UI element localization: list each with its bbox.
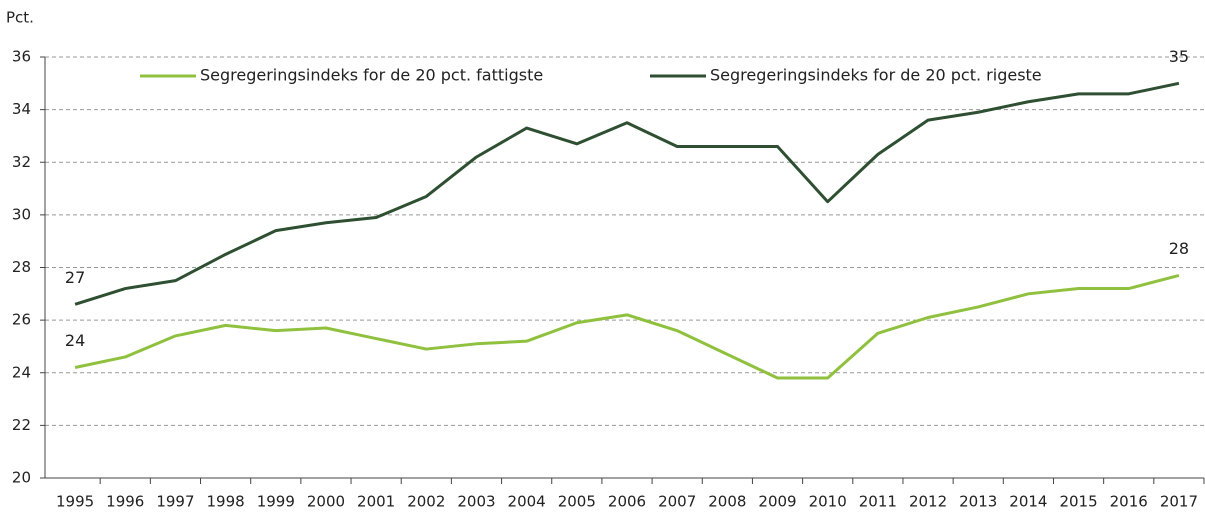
legend-label: Segregeringsindeks for de 20 pct. fattig…: [200, 66, 543, 85]
x-tick-label: 2001: [357, 493, 395, 511]
x-tick-label: 2009: [758, 493, 796, 511]
data-label: 35: [1169, 47, 1189, 66]
x-tick-label: 2016: [1110, 493, 1148, 511]
x-tick-label: 2015: [1059, 493, 1097, 511]
x-tick-label: 2012: [909, 493, 947, 511]
x-tick-label: 2008: [708, 493, 746, 511]
y-tick-label: 32: [12, 153, 31, 171]
x-tick-label: 1995: [56, 493, 94, 511]
x-tick-label: 2010: [809, 493, 847, 511]
x-tick-label: 2004: [508, 493, 546, 511]
x-tick-label: 2006: [608, 493, 646, 511]
data-label: 24: [65, 331, 85, 350]
x-tick-label: 1996: [106, 493, 144, 511]
x-tick-label: 2013: [959, 493, 997, 511]
x-tick-label: 2000: [307, 493, 345, 511]
x-tick-label: 2014: [1009, 493, 1047, 511]
y-tick-label: 36: [12, 48, 31, 66]
y-axis-label: Pct.: [6, 9, 34, 27]
data-label: 27: [65, 268, 85, 287]
x-tick-label: 2017: [1160, 493, 1198, 511]
y-tick-label: 22: [12, 416, 31, 434]
x-tick-label: 2007: [658, 493, 696, 511]
x-tick-label: 2003: [457, 493, 495, 511]
series-line: [74, 81, 1180, 306]
legend-label: Segregeringsindeks for de 20 pct. rigest…: [710, 66, 1042, 85]
data-label: 28: [1169, 239, 1189, 258]
x-tick-label: 1999: [257, 493, 295, 511]
x-tick-label: 2011: [859, 493, 897, 511]
y-tick-label: 30: [12, 205, 31, 223]
y-tick-label: 24: [12, 363, 31, 381]
y-tick-label: 28: [12, 258, 31, 276]
y-tick-label: 34: [12, 100, 31, 118]
series-line: [74, 273, 1180, 380]
x-tick-label: 1997: [156, 493, 194, 511]
y-tick-label: 20: [12, 469, 31, 487]
y-tick-label: 26: [12, 311, 31, 329]
x-tick-label: 1998: [207, 493, 245, 511]
x-tick-label: 2005: [558, 493, 596, 511]
x-tick-label: 2002: [407, 493, 445, 511]
